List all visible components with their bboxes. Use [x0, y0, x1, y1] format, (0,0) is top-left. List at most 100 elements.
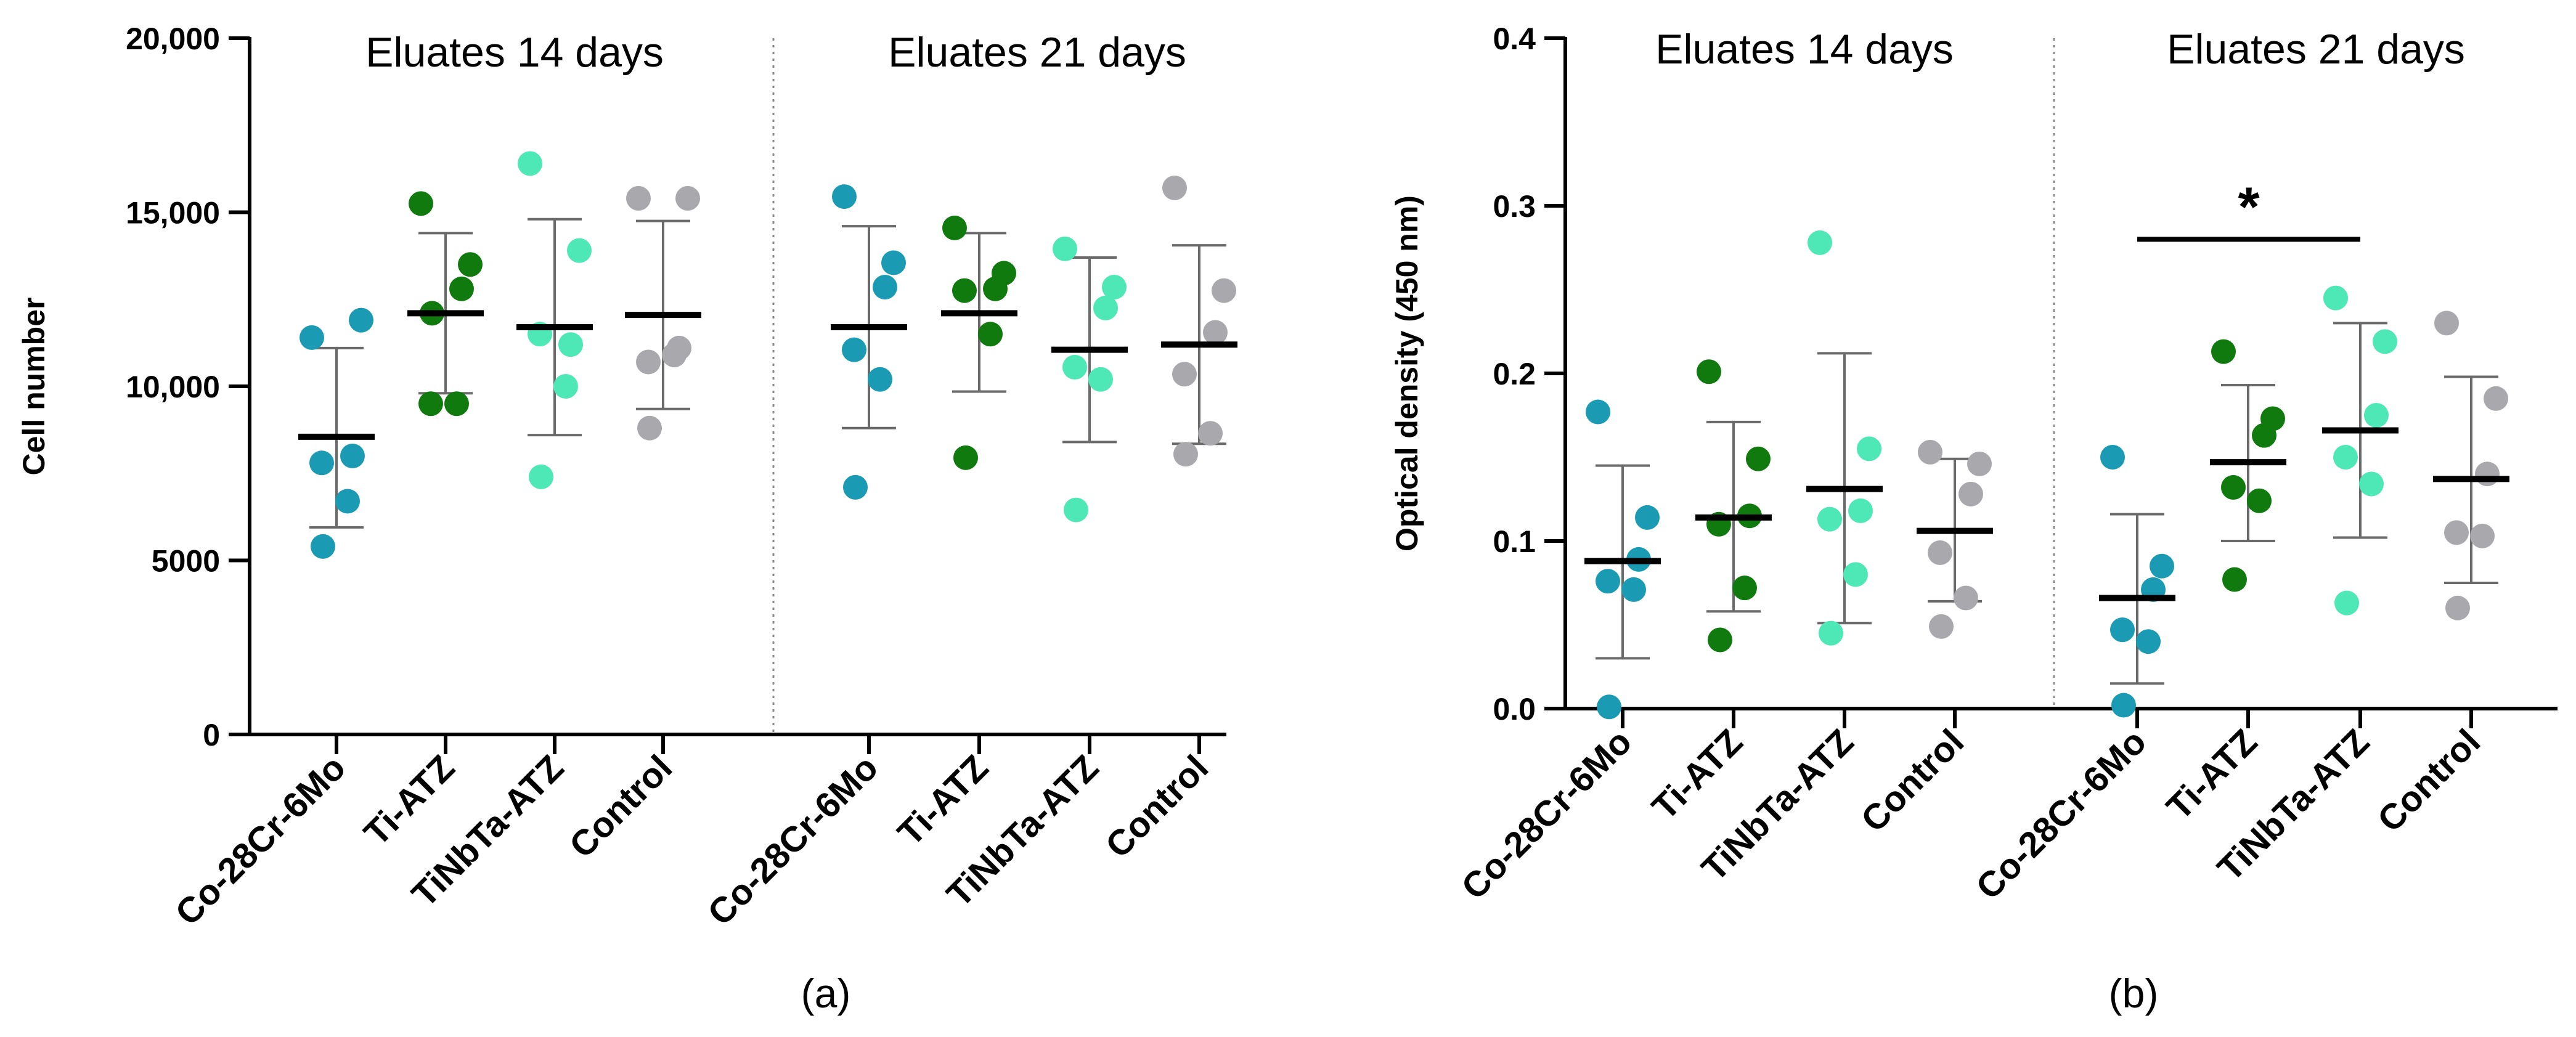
data-point	[881, 250, 906, 275]
data-point	[1162, 175, 1187, 200]
data-point	[1597, 694, 1621, 720]
data-point	[1596, 569, 1620, 594]
y-axis-title: Cell number	[17, 298, 51, 476]
chart-panel-a: 0 5000 10,000 15,000 20,000 Cell number Eluate…	[17, 22, 1237, 1016]
data-point	[2221, 474, 2246, 500]
data-point	[842, 337, 866, 362]
data-point	[2364, 403, 2389, 428]
data-point	[1697, 359, 1721, 384]
data-point	[2136, 629, 2161, 654]
data-point	[2323, 285, 2348, 311]
category-label: Ti-ATZ	[1644, 722, 1750, 828]
data-point	[1064, 497, 1088, 523]
data-point	[1062, 354, 1087, 380]
data-point	[2484, 386, 2508, 411]
data-point	[1918, 439, 1942, 465]
data-point	[2150, 553, 2174, 579]
data-point	[1929, 614, 1954, 639]
data-point	[868, 367, 892, 392]
data-point	[1053, 236, 1077, 261]
data-point	[300, 325, 324, 350]
category-label: Co-28Cr-6Mo	[700, 747, 886, 933]
data-point	[2252, 423, 2276, 448]
data-point	[1203, 320, 1228, 345]
category-label: Ti-ATZ	[2159, 722, 2265, 828]
y-tick-label: 5000	[152, 544, 220, 579]
data-point	[567, 238, 592, 263]
y-tick-label: 10,000	[126, 370, 220, 404]
data-point	[2211, 339, 2236, 364]
data-point	[558, 332, 583, 357]
y-tick-label: 0.0	[1493, 692, 1536, 726]
data-point	[2444, 520, 2469, 545]
data-point	[1958, 481, 1983, 506]
group-title: Eluates 14 days	[1655, 26, 1954, 73]
data-point	[1708, 627, 1732, 653]
group-title: Eluates 14 days	[365, 29, 664, 76]
data-point	[335, 489, 360, 514]
data-point	[2100, 445, 2125, 470]
data-point	[2359, 471, 2384, 497]
data-point	[1212, 278, 1236, 303]
category-label: Ti-ATZ	[356, 747, 462, 853]
data-point	[349, 307, 373, 333]
data-point	[978, 322, 1003, 347]
data-point	[1819, 620, 1843, 646]
category-label: Control	[2370, 722, 2488, 840]
significance-star: *	[2238, 176, 2259, 238]
data-point	[2333, 445, 2358, 470]
data-point	[553, 374, 578, 399]
data-point	[1732, 575, 1757, 601]
data-point	[942, 215, 967, 240]
chart-panel-b: 0.0 0.1 0.2 0.3 0.4 Optical density (450 nm) E…	[1390, 22, 2558, 1016]
data-point	[409, 191, 433, 216]
y-tick-label: 0.1	[1493, 524, 1536, 559]
data-point	[518, 151, 542, 176]
data-point	[309, 450, 334, 476]
category-label: Co-28Cr-6Mo	[1968, 722, 2154, 907]
data-point	[843, 474, 868, 500]
data-point	[637, 415, 662, 441]
data-point	[952, 278, 977, 303]
data-point	[444, 391, 469, 417]
data-point	[1172, 362, 1197, 387]
group-title: Eluates 21 days	[888, 29, 1186, 76]
data-point	[1928, 540, 1952, 566]
y-tick-label: 15,000	[126, 196, 220, 230]
data-point	[1967, 451, 1992, 476]
data-point	[449, 276, 474, 301]
data-point	[1173, 442, 1198, 467]
data-point	[2334, 590, 2359, 616]
data-point	[1093, 295, 1118, 320]
y-tick-label: 0.2	[1493, 357, 1536, 391]
data-point	[1848, 498, 1873, 524]
data-point	[340, 444, 365, 468]
data-point	[1746, 446, 1771, 471]
category-label: Control	[1853, 722, 1971, 840]
data-point	[983, 276, 1008, 301]
data-point	[2470, 523, 2495, 548]
data-point	[636, 349, 661, 375]
category-label: Co-28Cr-6Mo	[1454, 722, 1639, 907]
y-tick-label: 0.4	[1493, 22, 1536, 56]
panel-label: (a)	[801, 970, 851, 1016]
data-point	[418, 391, 443, 417]
category-label: Ti-ATZ	[890, 747, 996, 853]
data-point	[1817, 506, 1842, 532]
group-title: Eluates 21 days	[2167, 26, 2465, 73]
y-tick-label: 20,000	[126, 22, 220, 56]
data-point	[2373, 329, 2397, 354]
data-point	[529, 464, 553, 489]
data-point	[1635, 505, 1660, 530]
data-point	[1843, 562, 1868, 587]
data-point	[1198, 421, 1223, 446]
y-tick-label: 0.3	[1493, 189, 1536, 224]
data-point	[1586, 399, 1610, 425]
data-point	[1808, 230, 1832, 255]
data-point	[1857, 436, 1881, 462]
y-tick-label: 0	[203, 718, 220, 752]
data-point	[953, 445, 978, 470]
data-point	[626, 185, 651, 211]
data-point	[2222, 567, 2247, 592]
